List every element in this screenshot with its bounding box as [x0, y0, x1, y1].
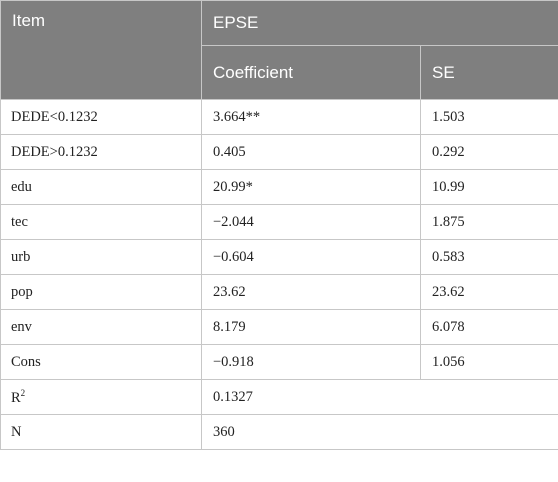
row-coefficient: 3.664** [201, 99, 421, 135]
row-item: pop [0, 274, 202, 310]
r-squared-row: R2 0.1327 [0, 379, 558, 415]
table-row: urb −0.604 0.583 [0, 239, 558, 275]
row-coefficient: 8.179 [201, 309, 421, 345]
header-epse: EPSE [200, 0, 558, 46]
row-se: 1.503 [419, 99, 558, 135]
row-coefficient: −0.604 [201, 239, 421, 275]
row-item: urb [0, 239, 202, 275]
header-item: Item [0, 0, 202, 100]
table-header: Item EPSE Coefficient SE [0, 0, 558, 100]
row-item: env [0, 309, 202, 345]
row-item: tec [0, 204, 202, 240]
table-row: env 8.179 6.078 [0, 309, 558, 345]
header-se: SE [419, 45, 558, 100]
n-row: N 360 [0, 414, 558, 450]
r-squared-label-base: R [11, 389, 21, 406]
row-item: DEDE>0.1232 [0, 134, 202, 170]
header-row-top: Item EPSE [0, 0, 558, 100]
row-se: 0.583 [419, 239, 558, 275]
r-squared-value: 0.1327 [200, 379, 558, 415]
row-coefficient: 20.99* [201, 169, 421, 205]
r-squared-superscript: 2 [20, 387, 26, 398]
n-value: 360 [200, 414, 558, 450]
row-se: 6.078 [419, 309, 558, 345]
r-squared-label: R2 [0, 379, 202, 415]
row-se: 10.99 [419, 169, 558, 205]
table-row: pop 23.62 23.62 [0, 274, 558, 310]
table-row: edu 20.99* 10.99 [0, 169, 558, 205]
row-item: Cons [0, 344, 202, 380]
table-row: Cons −0.918 1.056 [0, 344, 558, 380]
row-se: 1.056 [419, 344, 558, 380]
row-coefficient: 23.62 [201, 274, 421, 310]
n-label: N [0, 414, 202, 450]
row-coefficient: −0.918 [201, 344, 421, 380]
row-se: 1.875 [419, 204, 558, 240]
table-row: DEDE>0.1232 0.405 0.292 [0, 134, 558, 170]
row-coefficient: −2.044 [201, 204, 421, 240]
table-body: DEDE<0.1232 3.664** 1.503 DEDE>0.1232 0.… [0, 99, 558, 450]
regression-table: Item EPSE Coefficient SE DEDE<0.1232 3.6… [0, 0, 558, 450]
table-row: tec −2.044 1.875 [0, 204, 558, 240]
header-coefficient: Coefficient [201, 45, 421, 100]
table-row: DEDE<0.1232 3.664** 1.503 [0, 99, 558, 135]
row-se: 0.292 [419, 134, 558, 170]
row-item: edu [0, 169, 202, 205]
row-coefficient: 0.405 [201, 134, 421, 170]
row-item: DEDE<0.1232 [0, 99, 202, 135]
row-se: 23.62 [419, 274, 558, 310]
